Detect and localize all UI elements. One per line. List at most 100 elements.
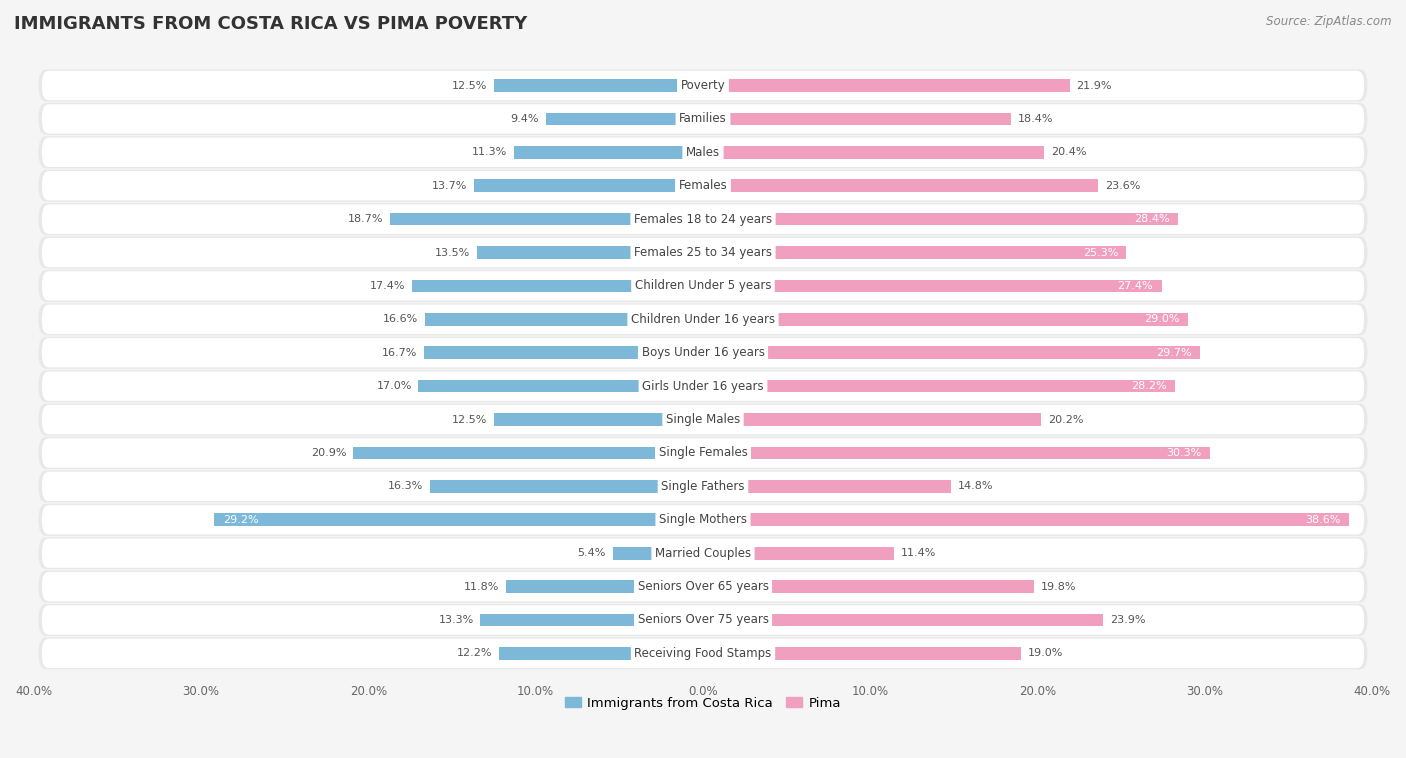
Text: 23.6%: 23.6%: [1105, 180, 1140, 191]
Text: Single Mothers: Single Mothers: [659, 513, 747, 526]
Bar: [703, 413, 1040, 426]
Text: Married Couples: Married Couples: [655, 547, 751, 559]
Bar: [703, 647, 1021, 659]
Bar: [703, 313, 1188, 326]
Text: 28.4%: 28.4%: [1135, 215, 1170, 224]
Bar: [703, 446, 1211, 459]
Bar: [703, 547, 894, 559]
FancyBboxPatch shape: [38, 370, 1368, 402]
FancyBboxPatch shape: [42, 305, 1364, 334]
Bar: [613, 547, 703, 559]
Text: 25.3%: 25.3%: [1083, 248, 1118, 258]
Bar: [412, 280, 703, 293]
FancyBboxPatch shape: [42, 138, 1364, 167]
Bar: [430, 480, 703, 493]
Text: 30.3%: 30.3%: [1167, 448, 1202, 458]
Text: 12.5%: 12.5%: [451, 80, 486, 90]
FancyBboxPatch shape: [38, 70, 1368, 102]
Bar: [423, 346, 703, 359]
Text: Single Females: Single Females: [658, 446, 748, 459]
Bar: [703, 180, 1098, 192]
Bar: [499, 647, 703, 659]
Bar: [477, 246, 703, 259]
Text: Children Under 5 years: Children Under 5 years: [634, 280, 772, 293]
Text: 13.7%: 13.7%: [432, 180, 467, 191]
FancyBboxPatch shape: [42, 572, 1364, 601]
Text: Children Under 16 years: Children Under 16 years: [631, 313, 775, 326]
Text: 12.5%: 12.5%: [451, 415, 486, 424]
Text: 20.2%: 20.2%: [1047, 415, 1083, 424]
Text: Source: ZipAtlas.com: Source: ZipAtlas.com: [1267, 15, 1392, 28]
FancyBboxPatch shape: [38, 571, 1368, 603]
Bar: [389, 213, 703, 225]
FancyBboxPatch shape: [42, 171, 1364, 200]
Bar: [353, 446, 703, 459]
Bar: [703, 246, 1126, 259]
FancyBboxPatch shape: [42, 606, 1364, 634]
Text: Boys Under 16 years: Boys Under 16 years: [641, 346, 765, 359]
FancyBboxPatch shape: [42, 338, 1364, 368]
Text: 38.6%: 38.6%: [1305, 515, 1341, 525]
Text: 17.4%: 17.4%: [370, 281, 405, 291]
Text: Females: Females: [679, 179, 727, 193]
Bar: [481, 614, 703, 626]
Text: Seniors Over 75 years: Seniors Over 75 years: [637, 613, 769, 626]
Text: 9.4%: 9.4%: [510, 114, 538, 124]
Text: 19.8%: 19.8%: [1040, 581, 1077, 591]
FancyBboxPatch shape: [42, 471, 1364, 501]
FancyBboxPatch shape: [38, 337, 1368, 369]
FancyBboxPatch shape: [38, 504, 1368, 536]
FancyBboxPatch shape: [38, 403, 1368, 436]
Text: 29.0%: 29.0%: [1144, 315, 1180, 324]
FancyBboxPatch shape: [42, 205, 1364, 233]
FancyBboxPatch shape: [42, 70, 1364, 100]
Text: 16.6%: 16.6%: [384, 315, 419, 324]
FancyBboxPatch shape: [42, 105, 1364, 133]
Bar: [513, 146, 703, 158]
FancyBboxPatch shape: [38, 270, 1368, 302]
Text: 16.3%: 16.3%: [388, 481, 423, 491]
FancyBboxPatch shape: [42, 238, 1364, 268]
Text: 28.2%: 28.2%: [1130, 381, 1167, 391]
Text: 18.4%: 18.4%: [1018, 114, 1053, 124]
Text: 17.0%: 17.0%: [377, 381, 412, 391]
FancyBboxPatch shape: [38, 537, 1368, 569]
Bar: [214, 513, 703, 526]
FancyBboxPatch shape: [38, 236, 1368, 268]
Bar: [703, 213, 1178, 225]
Text: Females 25 to 34 years: Females 25 to 34 years: [634, 246, 772, 259]
Text: Girls Under 16 years: Girls Under 16 years: [643, 380, 763, 393]
FancyBboxPatch shape: [42, 438, 1364, 468]
FancyBboxPatch shape: [42, 505, 1364, 534]
FancyBboxPatch shape: [38, 103, 1368, 135]
Text: 21.9%: 21.9%: [1076, 80, 1112, 90]
Text: Seniors Over 65 years: Seniors Over 65 years: [637, 580, 769, 593]
Text: 11.4%: 11.4%: [900, 548, 936, 558]
Text: Poverty: Poverty: [681, 79, 725, 92]
Text: 11.8%: 11.8%: [464, 581, 499, 591]
Text: 18.7%: 18.7%: [347, 215, 384, 224]
FancyBboxPatch shape: [38, 470, 1368, 503]
Bar: [703, 380, 1175, 393]
FancyBboxPatch shape: [38, 604, 1368, 636]
Bar: [419, 380, 703, 393]
Text: Single Males: Single Males: [666, 413, 740, 426]
Text: 11.3%: 11.3%: [472, 147, 508, 158]
FancyBboxPatch shape: [38, 203, 1368, 235]
Text: 13.5%: 13.5%: [434, 248, 471, 258]
Bar: [703, 513, 1348, 526]
Text: 16.7%: 16.7%: [381, 348, 416, 358]
Text: Families: Families: [679, 112, 727, 125]
Bar: [703, 146, 1045, 158]
Bar: [703, 480, 950, 493]
Text: 20.9%: 20.9%: [311, 448, 346, 458]
Text: Receiving Food Stamps: Receiving Food Stamps: [634, 647, 772, 660]
FancyBboxPatch shape: [38, 637, 1368, 669]
Text: 20.4%: 20.4%: [1052, 147, 1087, 158]
FancyBboxPatch shape: [38, 303, 1368, 335]
Bar: [474, 180, 703, 192]
Bar: [703, 346, 1201, 359]
Text: IMMIGRANTS FROM COSTA RICA VS PIMA POVERTY: IMMIGRANTS FROM COSTA RICA VS PIMA POVER…: [14, 15, 527, 33]
Text: 27.4%: 27.4%: [1118, 281, 1153, 291]
Bar: [703, 580, 1035, 593]
